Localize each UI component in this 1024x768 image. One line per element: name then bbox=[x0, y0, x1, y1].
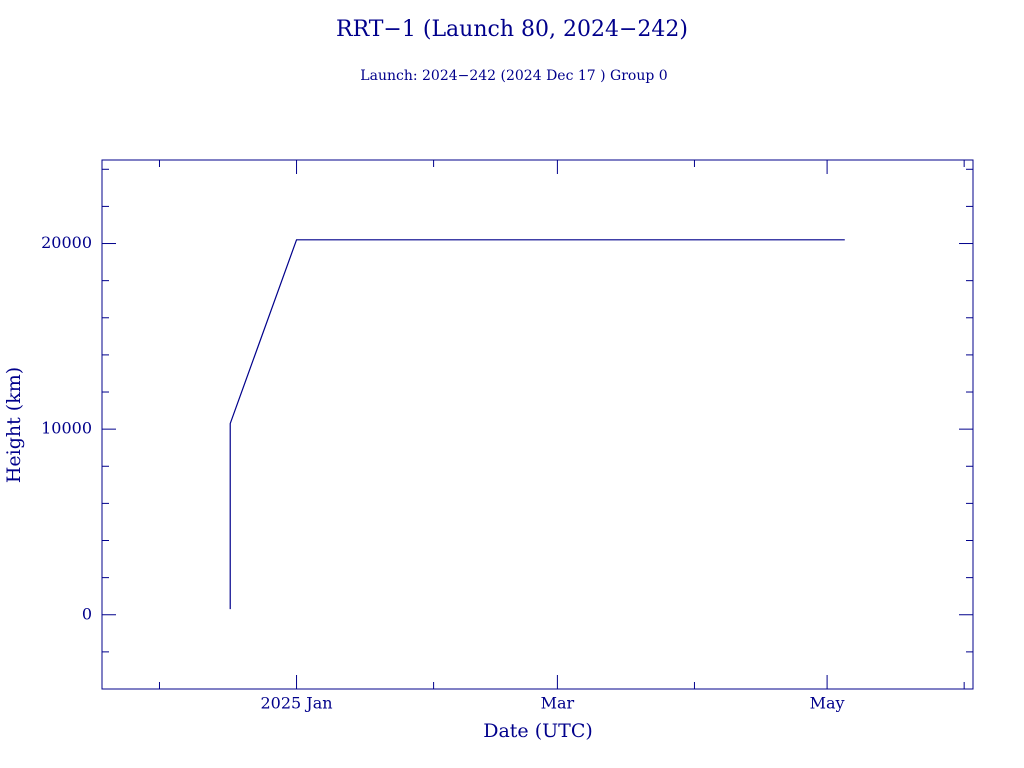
x-axis-label: Date (UTC) bbox=[483, 720, 593, 742]
y-axis-label: Height (km) bbox=[3, 367, 25, 483]
x-tick-label: May bbox=[810, 694, 845, 713]
chart-title: RRT−1 (Launch 80, 2024−242) bbox=[336, 17, 688, 42]
y-tick-label: 20000 bbox=[41, 233, 92, 252]
x-tick-label: 2025 Jan bbox=[261, 694, 333, 713]
chart-subtitle: Launch: 2024−242 (2024 Dec 17 ) Group 0 bbox=[360, 68, 667, 84]
y-tick-label: 10000 bbox=[41, 419, 92, 438]
y-tick-label: 0 bbox=[82, 604, 92, 623]
x-tick-label: Mar bbox=[541, 694, 575, 713]
plot-frame bbox=[101, 159, 974, 690]
data-line bbox=[229, 239, 845, 610]
